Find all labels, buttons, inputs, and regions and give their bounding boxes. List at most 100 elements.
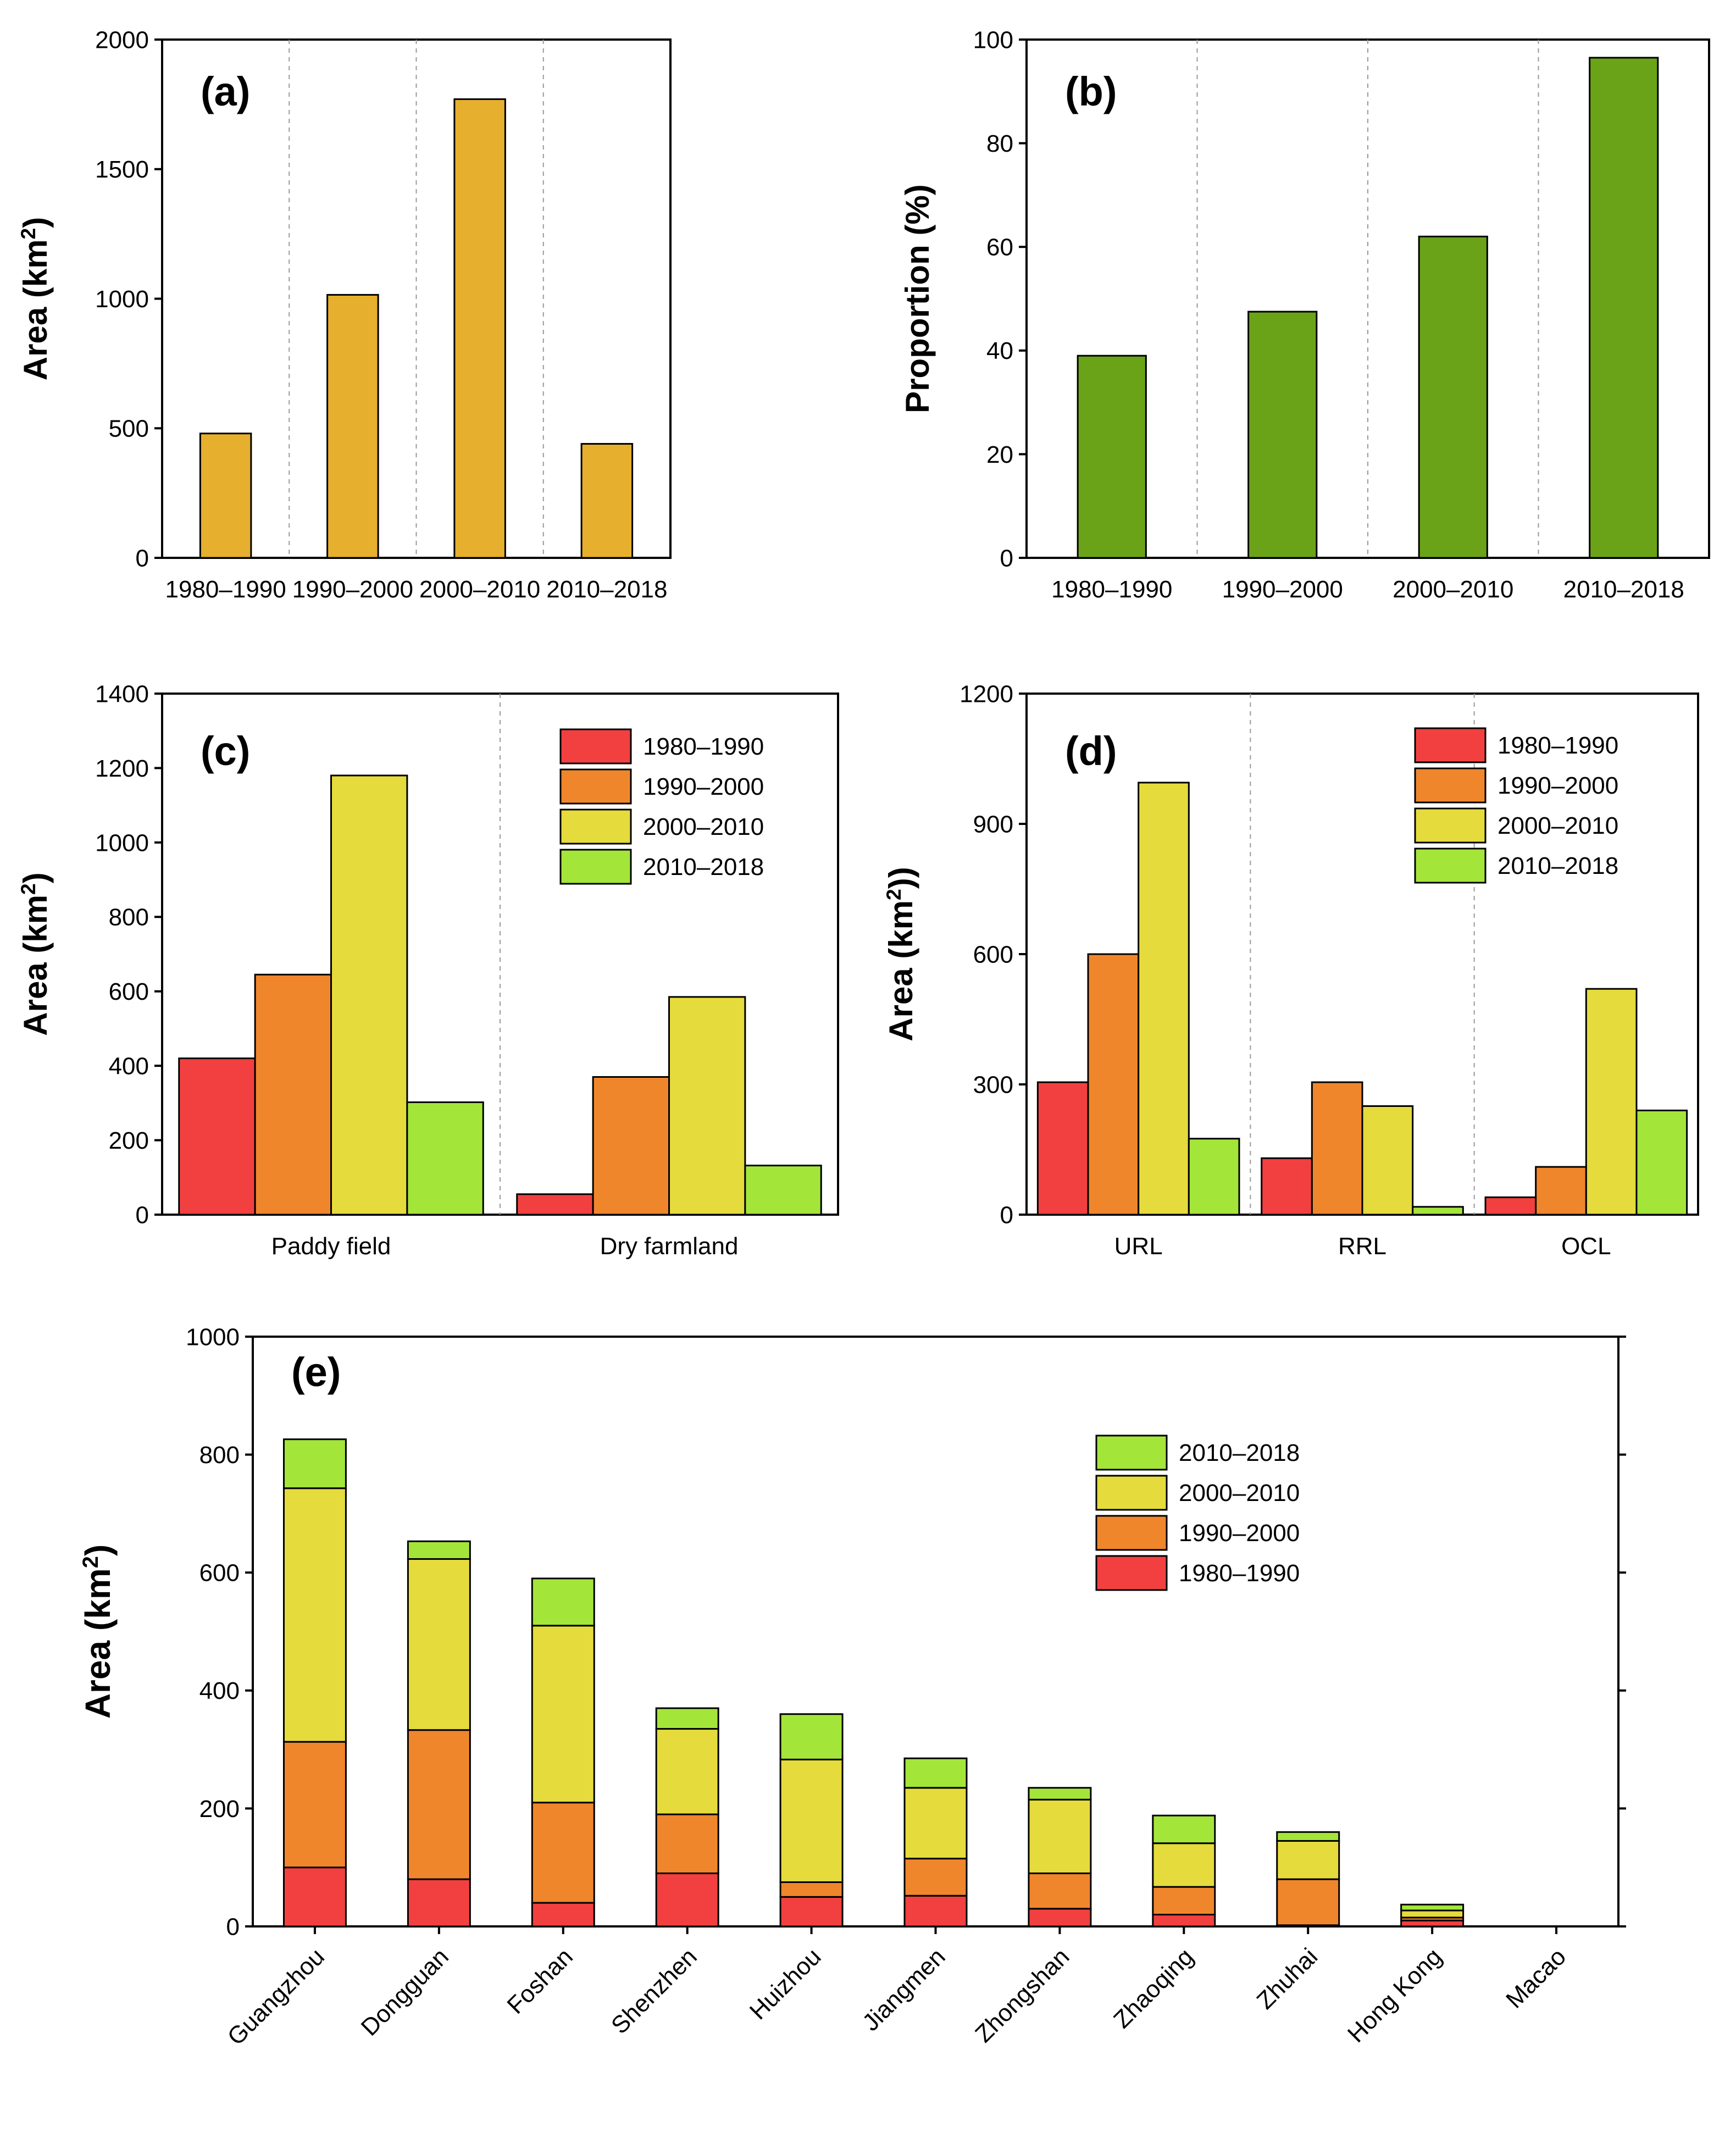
bar-segment [1152,1814,1216,1845]
legend-label: 2000–2010 [643,813,764,840]
bar-segment [1028,1872,1092,1910]
y-axis-label-sup: 2 [16,228,40,240]
chart-a: 0 500 1000 1500 2000 1980–1990 1990–2000 2000–2… [16,26,672,603]
y-tick-label: 600 [973,941,1013,968]
y-tick-label: 1500 [95,156,149,183]
bar-segment [407,1878,471,1927]
bar-segment [779,1896,844,1927]
bar-segment [779,1758,844,1884]
legend-swatch [1414,848,1487,884]
bar-segment [1400,1919,1465,1927]
x-tick-label: Shenzhen [606,1943,702,2039]
legend-label: 1990–2000 [1179,1520,1300,1547]
y-tick-label: 1000 [95,286,149,313]
legend-swatch [559,808,632,845]
y-axis-label: Area (km2)) [882,867,919,1041]
y-tick-label: 1000 [186,1323,240,1350]
x-tick-label: 1980–1990 [165,576,286,603]
y-axis-label-main: Area (km [883,900,919,1042]
bar-segment [655,1728,719,1815]
panel-label: (e) [291,1349,341,1395]
legend-label: 1980–1990 [643,733,764,760]
y-tick-label: 20 [986,441,1013,468]
bar-segment [1028,1798,1092,1874]
y-tick-label: 600 [199,1560,240,1587]
bar-segment [1152,1842,1216,1888]
bar-segment [1028,1908,1092,1927]
legend-label: 2010–2018 [1497,852,1618,879]
panel-label: (c) [201,728,250,774]
bar-segment [779,1881,844,1898]
legend-swatch [1414,727,1487,763]
y-tick-label: 600 [109,978,149,1005]
bar [453,98,506,559]
bar [1484,1196,1537,1216]
x-tick-label: Macao [1501,1943,1571,2013]
panel-label: (b) [1065,69,1117,114]
x-tick-label: Paddy field [271,1233,391,1260]
bar [1077,355,1147,559]
y-tick-label: 400 [109,1053,149,1080]
bar-segment [531,1625,595,1804]
chart-b: 0 20 40 60 80 100 1980–1990 1990–2000 2000–2010 2… [899,26,1710,603]
bar-segment [282,1866,347,1927]
x-tick-label: Hong Kong [1343,1943,1447,2047]
legend-swatch [559,728,632,765]
y-tick-label: 40 [986,337,1013,364]
panel-label: (d) [1065,728,1117,774]
bar-segment [1276,1840,1340,1880]
bar-segment [407,1558,471,1731]
bar-segment [1276,1878,1340,1926]
y-tick-label: 200 [199,1796,240,1823]
y-tick-label: 2000 [95,26,149,53]
y-axis-label: Area (km2) [16,217,54,380]
x-tick-label: 2010–2018 [546,576,667,603]
x-tick-label: OCL [1561,1233,1611,1260]
legend-swatch [1095,1515,1168,1551]
x-tick-label: Dry farmland [600,1233,739,1260]
y-tick-label: 900 [973,811,1013,838]
y-axis-label-tail: ) [78,1544,118,1556]
bar-segment [1028,1787,1092,1801]
legend-label: 2000–2010 [1179,1480,1300,1506]
x-tick-label: Dongguan [356,1943,454,2041]
bar-segment [1400,1909,1465,1919]
legend-label: 1990–2000 [1497,772,1618,799]
bar [1585,988,1638,1216]
legend-label: 1980–1990 [1179,1560,1300,1587]
bar [580,443,634,559]
y-tick-label: 800 [109,904,149,931]
x-tick-label: 1990–2000 [292,576,413,603]
bar [330,774,408,1216]
chart-c: 0 200 400 600 800 1000 1200 1400 Paddy field Dry … [16,680,839,1260]
bar-segment [903,1858,968,1897]
bar [254,973,332,1216]
bar [1036,1081,1089,1216]
y-axis-label: Area (km2) [78,1544,118,1719]
y-tick-label: 100 [973,26,1013,53]
y-tick-label: 200 [109,1127,149,1154]
bar [592,1076,670,1216]
bar [1138,782,1190,1216]
x-tick-label: Zhongshan [970,1943,1074,2047]
bar [178,1057,256,1216]
y-axis-label-sup: 2 [882,889,905,900]
x-tick-label: 2010–2018 [1563,576,1684,603]
y-axis-label-main: Area (km [78,1568,118,1719]
legend-swatch [1095,1555,1168,1591]
x-tick-label: Guangzhou [222,1943,330,2051]
y-tick-label: 0 [1000,545,1013,572]
bar-segment [1152,1914,1216,1927]
bar [668,996,746,1216]
x-tick-label: 1990–2000 [1222,576,1343,603]
bar-segment [903,1757,968,1789]
bar [1418,235,1488,559]
x-tick-label: 2000–2010 [419,576,540,603]
x-tick-label: Huizhou [745,1943,827,2025]
y-axis-label: Proportion (%) [899,184,936,413]
y-tick-label: 0 [136,545,149,572]
bar [516,1193,594,1216]
y-tick-label: 0 [226,1913,240,1940]
bar [199,433,252,559]
